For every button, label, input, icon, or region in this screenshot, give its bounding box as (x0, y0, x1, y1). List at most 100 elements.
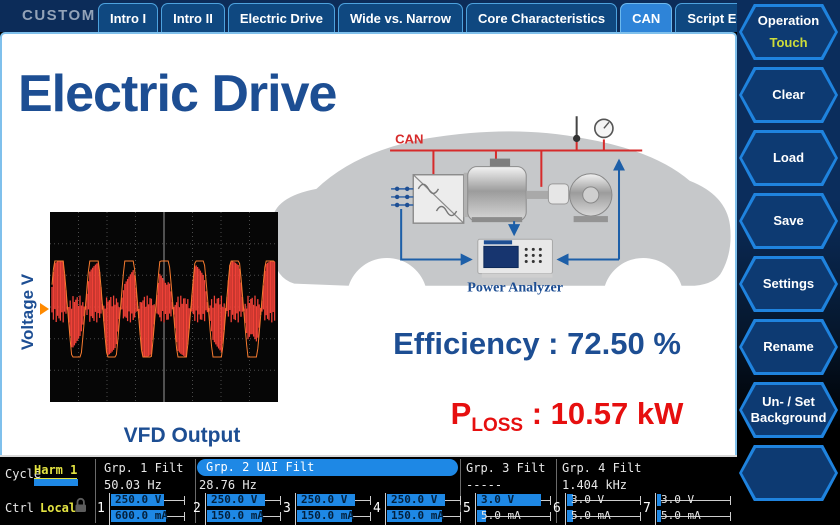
trigger-level-arrow-icon (40, 303, 49, 315)
lock-icon (75, 497, 86, 512)
channel-number: 2 (193, 501, 201, 516)
cycle-label: Cycle (5, 467, 42, 481)
channel-number: 1 (97, 501, 105, 516)
channel-range-value: 250.0 V (115, 493, 162, 506)
softkey-settings[interactable]: Settings (739, 256, 838, 312)
channel-range-bar (111, 494, 164, 506)
channel-rows: 3.0 V 5.0 mA (565, 493, 641, 525)
channel-7[interactable]: 7 3.0 V 5.0 mA (643, 493, 733, 525)
power-analyzer-icon (477, 238, 553, 278)
softkey-save[interactable]: Save (739, 193, 838, 249)
channel-rows: 3.0 V 5.0 mA (475, 493, 551, 525)
vfd-waveform-scope (40, 212, 278, 402)
softkey-face (742, 448, 835, 498)
channel-range-value: 250.0 V (391, 493, 438, 506)
channel-range-value: 150.0 mA (301, 509, 354, 522)
channel-range-value: 250.0 V (211, 493, 258, 506)
channel-range-bar (387, 494, 445, 506)
channel-range-value: 600.0 mA (115, 509, 168, 522)
channel-range-value: 5.0 mA (481, 509, 521, 522)
ploss-value: 10.57 kW (550, 396, 684, 431)
channel-range-bar (207, 510, 262, 522)
efficiency-label: Efficiency (393, 326, 540, 361)
ploss-label: P (450, 396, 472, 431)
channel-range-value: 3.0 V (661, 493, 695, 506)
channel-v-row: 250.0 V (111, 493, 185, 508)
tab-intro-i[interactable]: Intro I (98, 3, 159, 32)
statusbar-separator (95, 459, 96, 523)
channel-range-bar (657, 494, 661, 506)
softkey-label: Operation (757, 13, 820, 29)
channel-i-row: 5.0 mA (477, 509, 551, 524)
channel-rows: 250.0 V 150.0 mA (385, 493, 461, 525)
group-header-3[interactable]: Grp. 3 Filt (466, 461, 546, 475)
channel-5[interactable]: 5 3.0 V 5.0 mA (463, 493, 553, 525)
group-header-2[interactable]: Grp. 2 UΔI Filt (197, 459, 458, 476)
softkey-load[interactable]: Load (739, 130, 838, 186)
channel-v-row: 3.0 V (477, 493, 551, 508)
tab-wide-vs-narrow[interactable]: Wide vs. Narrow (337, 3, 463, 32)
channel-range-bar (207, 494, 265, 506)
softkey-empty[interactable] (739, 445, 838, 501)
measurement-connections (400, 158, 626, 266)
channel-number: 3 (283, 501, 291, 516)
channel-number: 6 (553, 501, 561, 516)
channel-1[interactable]: 1 250.0 V 600.0 mA (97, 493, 187, 525)
tab-intro-ii[interactable]: Intro II (161, 3, 225, 32)
cycle-mode-value[interactable]: Harm 1 (34, 463, 78, 479)
tab-core-characteristics[interactable]: Core Characteristics (465, 3, 618, 32)
channel-range-bar (297, 510, 352, 522)
channel-range-bar (111, 510, 166, 522)
group-header-4[interactable]: Grp. 4 Filt (562, 461, 642, 475)
softkey-un-set-background[interactable]: Un- / Set Background (739, 382, 838, 438)
channel-i-row: 150.0 mA (297, 509, 371, 524)
channel-6[interactable]: 6 3.0 V 5.0 mA (553, 493, 643, 525)
tab-can[interactable]: CAN (620, 3, 673, 32)
softkey-face: Clear (742, 70, 835, 120)
three-phase-input (391, 188, 414, 206)
softkey-label: Rename (763, 338, 814, 354)
group-header-1[interactable]: Grp. 1 Filt (104, 461, 184, 475)
softkey-label: Save (773, 212, 804, 228)
channel-2[interactable]: 2 250.0 V 150.0 mA (193, 493, 283, 525)
channel-number: 7 (643, 501, 651, 516)
channel-range-value: 3.0 V (481, 493, 515, 506)
softkey-face: Operation Touch (742, 7, 835, 57)
statusbar-separator (460, 459, 461, 523)
ctrl-mode-value[interactable]: Local (40, 501, 77, 515)
tab-electric-drive[interactable]: Electric Drive (227, 3, 335, 32)
softkey-clear[interactable]: Clear (739, 67, 838, 123)
power-analyzer-label: Power Analyzer (467, 280, 563, 296)
softkey-label: Clear (772, 86, 805, 102)
channel-range-bar (477, 494, 541, 506)
motor-icon (463, 158, 527, 223)
channel-range-bar (297, 494, 355, 506)
softkey-face: Un- / Set Background (742, 385, 835, 435)
softkey-operation[interactable]: Operation Touch (739, 4, 838, 60)
softkey-label: Load (772, 149, 805, 165)
page-title: Electric Drive (18, 65, 337, 123)
channel-v-row: 3.0 V (567, 493, 641, 508)
softkey-face: Load (742, 133, 835, 183)
scope-y-axis-label: Voltage V (18, 273, 37, 351)
softkey-rename[interactable]: Rename (739, 319, 838, 375)
channel-range-value: 150.0 mA (391, 509, 444, 522)
softkey-face: Save (742, 196, 835, 246)
channel-range-value: 5.0 mA (661, 509, 701, 522)
scope-caption: VFD Output (123, 424, 241, 447)
channel-rows: 250.0 V 150.0 mA (205, 493, 281, 525)
softkey-sublabel: Touch (769, 34, 808, 50)
channel-range-value: 250.0 V (301, 493, 348, 506)
waveform-plot (50, 212, 278, 402)
softkey-face: Rename (742, 322, 835, 372)
power-loss-readout: PLOSS : 10.57 kW (450, 396, 684, 437)
channel-rows: 250.0 V 600.0 mA (109, 493, 185, 525)
custom-menu-label: CUSTOM (22, 7, 96, 24)
group-frequency-3: ----- (466, 478, 503, 492)
channel-4[interactable]: 4 250.0 V 150.0 mA (373, 493, 463, 525)
soft-key-sidebar: Operation Touch Clear Load Save Settings Renam… (737, 0, 840, 525)
statusbar-separator (195, 459, 196, 523)
top-tab-bar: CUSTOM Intro I Intro II Electric Drive Wide… (0, 0, 778, 32)
channel-3[interactable]: 3 250.0 V 150.0 mA (283, 493, 373, 525)
channel-number: 4 (373, 501, 381, 516)
